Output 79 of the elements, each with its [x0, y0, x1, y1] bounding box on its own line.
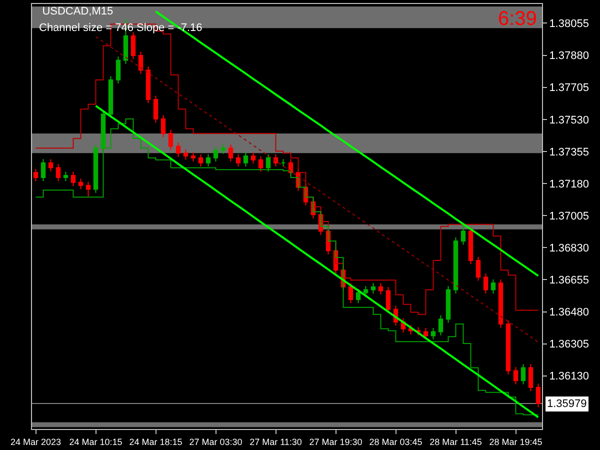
candlestick [258, 156, 264, 172]
candlestick [476, 256, 481, 282]
line-series [95, 36, 539, 343]
candlestick [453, 236, 458, 294]
candlestick [146, 66, 151, 104]
candlestick [423, 328, 428, 340]
x-tick-label: 24 Mar 18:15 [129, 436, 182, 447]
x-tick-label: 27 Mar 11:30 [250, 436, 302, 447]
candlestick [86, 181, 91, 197]
x-tick-label: 24 Mar 10:15 [69, 436, 122, 447]
candlestick [438, 314, 444, 336]
candlestick [363, 286, 368, 297]
candlestick [160, 114, 166, 138]
x-tick-label: 27 Mar 03:30 [189, 436, 242, 447]
y-tick-label: 1.37530 [549, 114, 589, 126]
annotation: 6:39 [498, 8, 537, 30]
candlestick [506, 320, 511, 375]
candlestick [460, 224, 466, 246]
candlestick [370, 282, 376, 294]
y-tick-label: 1.37705 [549, 82, 589, 94]
y-tick-label: 1.37005 [549, 210, 589, 222]
candlestick [490, 278, 496, 294]
candlestick [176, 142, 181, 158]
candlestick [116, 56, 121, 84]
candlestick [243, 152, 248, 167]
candlestick [48, 158, 54, 172]
candlestick [378, 282, 384, 295]
candlestick [446, 286, 451, 324]
candlestick [40, 158, 46, 182]
candlestick [236, 154, 241, 167]
candlestick [228, 144, 234, 162]
ref-line-label: 1.35979 [547, 398, 587, 410]
candlestick [183, 148, 188, 160]
candlestick [536, 383, 541, 408]
candlestick [33, 168, 38, 182]
x-tick-label: 28 Mar 19:45 [489, 436, 542, 447]
candlestick [280, 158, 286, 167]
candlestick [78, 178, 84, 190]
y-tick-label: 1.37880 [549, 50, 589, 62]
candlestick [190, 152, 196, 162]
candlestick [430, 328, 436, 340]
y-tick-label: 1.38055 [549, 18, 589, 30]
candlestick [168, 129, 174, 150]
candlestick [56, 164, 61, 182]
y-tick-label: 1.37180 [549, 178, 589, 190]
candlestick [520, 364, 526, 385]
y-tick-label: 1.36130 [549, 370, 589, 383]
y-tick-label: 1.37355 [549, 146, 589, 158]
candlestick [356, 288, 361, 304]
candlestick [153, 95, 158, 124]
x-tick-label: 28 Mar 03:45 [369, 436, 422, 447]
candlestick [266, 154, 271, 172]
candlestick [468, 226, 474, 265]
candlestick [348, 282, 354, 304]
x-tick-label: 24 Mar 2023 [10, 436, 62, 447]
x-tick-label: 28 Mar 11:45 [430, 436, 482, 447]
candlestick [498, 278, 504, 328]
candlestick [483, 272, 488, 294]
y-tick-label: 1.36830 [549, 242, 589, 254]
y-tick-label: 1.36655 [549, 274, 589, 287]
candlestick [213, 146, 218, 162]
candlestick [70, 171, 76, 187]
y-tick-label: 1.36480 [549, 306, 589, 319]
candlestick [513, 366, 518, 385]
candlestick [138, 51, 144, 74]
candlestick [93, 144, 98, 194]
candlestick [528, 364, 534, 392]
candlestick [386, 286, 391, 314]
candlestick [63, 171, 68, 182]
y-tick-label: 1.36305 [549, 338, 589, 351]
line-series [94, 104, 540, 418]
candlestick [220, 144, 226, 154]
candlestick [206, 154, 211, 167]
candlestick [130, 32, 136, 60]
chart-title: USDCAD,M15 [42, 5, 114, 18]
x-tick-label: 27 Mar 19:30 [309, 436, 362, 447]
candlestick [198, 154, 204, 167]
candlestick [108, 76, 114, 118]
candlestick [250, 152, 256, 164]
